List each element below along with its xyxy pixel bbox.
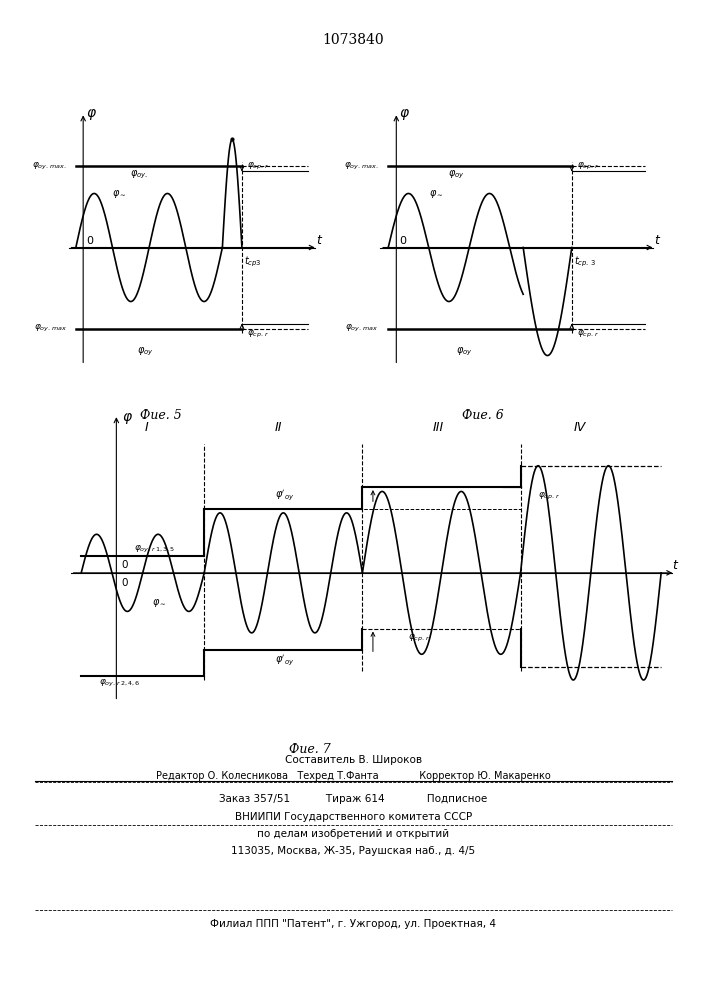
Text: $\varphi_{cp.\,r}$: $\varphi_{cp.\,r}$ bbox=[577, 161, 600, 172]
Text: $\varphi_{oy.\,r\,1,3,5}$: $\varphi_{oy.\,r\,1,3,5}$ bbox=[134, 544, 175, 555]
Text: $t$: $t$ bbox=[654, 234, 661, 247]
Text: II: II bbox=[274, 421, 282, 434]
Text: $\varphi_{oy}$: $\varphi_{oy}$ bbox=[448, 169, 464, 181]
Text: $\varphi_{cp.\,r}$: $\varphi_{cp.\,r}$ bbox=[538, 491, 561, 502]
Text: 0: 0 bbox=[122, 560, 128, 570]
Text: $\varphi_{oy.\,max}$: $\varphi_{oy.\,max}$ bbox=[34, 323, 67, 334]
Text: I: I bbox=[144, 421, 148, 434]
Text: $\varphi_{cp.\,r}$: $\varphi_{cp.\,r}$ bbox=[577, 329, 600, 340]
Text: $t$: $t$ bbox=[317, 234, 324, 247]
Text: Редактор О. Колесникова   Техред Т.Фанта             Корректор Ю. Макаренко: Редактор О. Колесникова Техред Т.Фанта К… bbox=[156, 771, 551, 781]
Text: $\varphi_{oy}$: $\varphi_{oy}$ bbox=[137, 345, 153, 358]
Text: Заказ 357/51           Тираж 614             Подписное: Заказ 357/51 Тираж 614 Подписное bbox=[219, 794, 488, 804]
Text: Фие. 5: Фие. 5 bbox=[141, 409, 182, 422]
Text: 0: 0 bbox=[399, 236, 407, 246]
Text: $\varphi_{oy.\,max.}$: $\varphi_{oy.\,max.}$ bbox=[33, 161, 67, 172]
Text: $\varphi$: $\varphi$ bbox=[122, 411, 133, 426]
Text: III: III bbox=[433, 421, 444, 434]
Text: $\varphi_{oy.\,max.}$: $\varphi_{oy.\,max.}$ bbox=[344, 161, 379, 172]
Text: $\varphi$: $\varphi$ bbox=[399, 107, 410, 122]
Text: 1073840: 1073840 bbox=[322, 33, 385, 47]
Text: 113035, Москва, Ж-35, Раушская наб., д. 4/5: 113035, Москва, Ж-35, Раушская наб., д. … bbox=[231, 846, 476, 856]
Text: $\varphi_{cp.\,r}$: $\varphi_{cp.\,r}$ bbox=[247, 161, 269, 172]
Text: $\varphi_{oy}$: $\varphi_{oy}$ bbox=[456, 345, 472, 358]
Text: Филиал ППП "Патент", г. Ужгород, ул. Проектная, 4: Филиал ППП "Патент", г. Ужгород, ул. Про… bbox=[211, 919, 496, 929]
Text: $\varphi_{cp.\,r}$: $\varphi_{cp.\,r}$ bbox=[408, 633, 431, 644]
Text: $\varphi_{\sim}$: $\varphi_{\sim}$ bbox=[112, 188, 127, 200]
Text: $\varphi_{oy.\,max}$: $\varphi_{oy.\,max}$ bbox=[345, 323, 379, 334]
Text: 0: 0 bbox=[86, 236, 93, 246]
Text: $t_{cp.\,3}$: $t_{cp.\,3}$ bbox=[575, 255, 597, 269]
Text: ВНИИПИ Государственного комитета СССР: ВНИИПИ Государственного комитета СССР bbox=[235, 812, 472, 822]
Text: Составитель В. Широков: Составитель В. Широков bbox=[285, 755, 422, 765]
Text: Фие. 6: Фие. 6 bbox=[462, 409, 503, 422]
Text: $\varphi'_{oy}$: $\varphi'_{oy}$ bbox=[274, 489, 294, 503]
Text: 0: 0 bbox=[122, 578, 128, 588]
Text: IV: IV bbox=[573, 421, 585, 434]
Text: по делам изобретений и открытий: по делам изобретений и открытий bbox=[257, 829, 450, 839]
Text: $\varphi_{\sim}$: $\varphi_{\sim}$ bbox=[428, 188, 443, 200]
Text: $\varphi_{oy.\,r\,2,4,6}$: $\varphi_{oy.\,r\,2,4,6}$ bbox=[99, 678, 141, 689]
Text: $\varphi$: $\varphi$ bbox=[86, 107, 97, 122]
Text: $\varphi_{oy.}$: $\varphi_{oy.}$ bbox=[129, 169, 148, 181]
Text: $\varphi_{\sim}$: $\varphi_{\sim}$ bbox=[151, 597, 166, 609]
Text: $t_{cp3}$: $t_{cp3}$ bbox=[245, 255, 262, 269]
Text: Фие. 7: Фие. 7 bbox=[288, 743, 331, 756]
Text: $t$: $t$ bbox=[672, 559, 679, 572]
Text: $\varphi_{cp.\,r}$: $\varphi_{cp.\,r}$ bbox=[247, 329, 269, 340]
Text: $\varphi'_{oy}$: $\varphi'_{oy}$ bbox=[274, 654, 294, 668]
